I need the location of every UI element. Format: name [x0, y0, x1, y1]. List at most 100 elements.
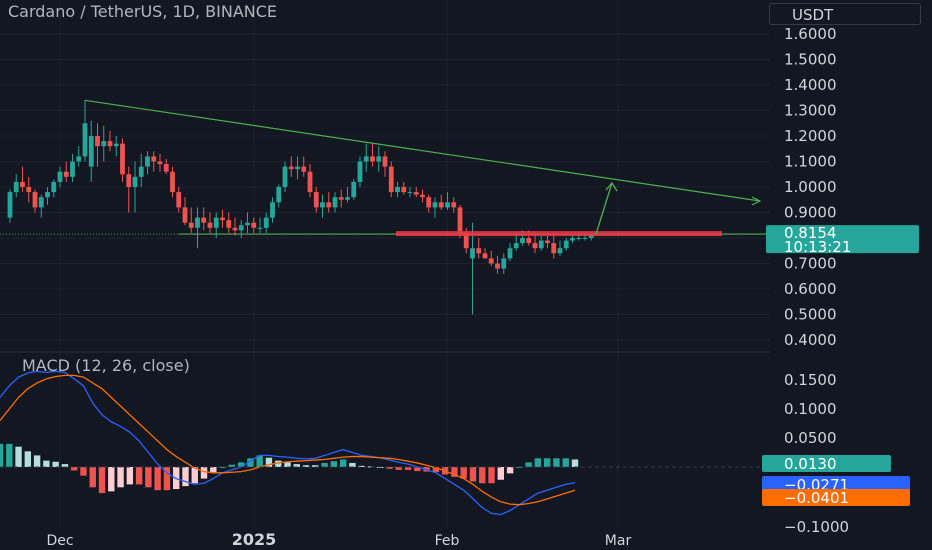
candle-body-dec-19	[188, 222, 194, 228]
trendline	[84, 99, 762, 206]
time-axis-label: Feb	[435, 533, 460, 549]
macd-histogram-bar	[460, 467, 467, 479]
candle-body-feb-15	[551, 243, 557, 254]
macd-histogram-bar	[52, 461, 59, 467]
candle-body-dec-6	[107, 141, 113, 147]
candle-body-jan-22	[401, 187, 407, 193]
macd-histogram-bar	[302, 465, 310, 467]
candle-body-feb-2	[470, 248, 475, 259]
candle-body-dec-22	[207, 222, 213, 228]
macd-histogram-bar	[6, 443, 13, 467]
candle-body-jan-13	[345, 197, 350, 200]
candle-body-feb-4	[482, 253, 488, 259]
macd-histogram-bar	[210, 467, 217, 473]
time-axis[interactable]: Dec 2025 Feb Mar	[46, 530, 631, 549]
candle-body-dec-21	[201, 217, 207, 223]
candle-body-dec-9	[126, 174, 132, 187]
candle-body-jan-6	[301, 166, 307, 172]
candle-body-dec-3	[88, 136, 94, 167]
macd-value-badge	[762, 476, 910, 493]
candle-body-feb-19	[576, 238, 582, 239]
candle-body-jan-7	[307, 171, 313, 193]
candle-body-feb-11	[526, 238, 532, 244]
candle-body-jan-30	[451, 202, 457, 208]
macd-histogram-bar	[358, 465, 365, 467]
macd-histogram-bar	[479, 467, 486, 484]
candle-body-feb-17	[563, 240, 569, 249]
histogram-value-label: 0.0130	[784, 455, 837, 473]
candle-body-jan-19	[382, 156, 388, 167]
candle-body-jan-28	[438, 202, 444, 208]
candle-body-nov-29	[63, 171, 69, 177]
candle-body-dec-14	[157, 161, 163, 165]
macd-histogram-bar	[506, 467, 514, 474]
macd-histogram-bar	[80, 467, 87, 476]
macd-histogram-bar	[367, 466, 375, 468]
price-tick-label: 1.6000	[784, 25, 837, 43]
candle-body-dec-24	[220, 217, 225, 221]
signal-line	[0, 374, 576, 506]
time-axis-label: 2025	[232, 530, 277, 549]
candle-body-dec-23	[213, 217, 219, 228]
candle-body-dec-15	[163, 164, 169, 172]
macd-lines	[0, 370, 576, 516]
currency-selector[interactable]: USDT	[769, 3, 921, 25]
macd-histogram-bar	[543, 458, 551, 467]
candle-body-dec-26	[232, 227, 238, 231]
candle-body-nov-21	[13, 181, 19, 193]
candle-body-feb-10	[520, 238, 525, 244]
candle-body-jan-25	[420, 194, 425, 198]
macd-axis[interactable]: 0.15000.10000.0500−0.10000.0130−0.0271−0…	[0, 371, 910, 536]
candle-body-dec-2	[82, 123, 88, 157]
candle-body-jan-16	[363, 156, 369, 162]
price-axis[interactable]: 1.6000 1.5000 1.4000 1.3000 1.2000 1.1000 1.00…	[766, 25, 919, 349]
candle-body-dec-4	[95, 136, 100, 147]
candle-body-dec-18	[182, 207, 188, 223]
candle-body-feb-3	[476, 248, 482, 254]
candle-body-jan-4	[288, 166, 294, 170]
bar-countdown-label: 10:13:21	[784, 238, 851, 256]
candle-body-dec-29	[251, 222, 257, 228]
macd-histogram-bar	[330, 461, 338, 467]
macd-histogram-bar	[247, 458, 254, 467]
candle-body-jan-24	[413, 192, 419, 195]
candle-body-nov-22	[20, 181, 25, 187]
macd-histogram-bar	[488, 467, 495, 484]
candle-body-jan-18	[376, 156, 382, 162]
macd-histogram-bar	[70, 467, 78, 471]
candle-body-feb-16	[557, 248, 563, 254]
candle-body-jan-5	[295, 166, 300, 170]
trendline-arrowhead	[751, 196, 762, 206]
candle-body-dec-25	[226, 220, 232, 228]
grid-lines	[0, 0, 770, 528]
candle-body-feb-9	[513, 243, 519, 249]
signal-value-badge	[762, 489, 910, 506]
candle-body-feb-12	[532, 243, 538, 249]
macd-tick-label: 0.1000	[784, 400, 837, 418]
macd-histogram-bar	[284, 462, 291, 467]
candle-body-dec-28	[245, 222, 250, 226]
candlestick-series	[7, 100, 594, 315]
candle-body-jan-3	[282, 166, 288, 187]
candle-body-feb-1	[463, 232, 469, 249]
candle-body-nov-28	[57, 171, 63, 182]
projection-arrow	[595, 181, 618, 235]
macd-tick-label: 0.0500	[784, 429, 837, 447]
resistance-zone	[396, 231, 722, 237]
candle-body-feb-13	[538, 240, 544, 249]
macd-histogram-bar	[0, 443, 4, 467]
macd-histogram-bar	[191, 467, 198, 484]
macd-histogram-bar	[61, 464, 69, 467]
macd-histogram-bar	[395, 467, 402, 470]
macd-title[interactable]: MACD (12, 26, close)	[22, 356, 190, 375]
current-price-label: 0.8154	[784, 224, 837, 242]
macd-histogram-bar	[43, 460, 50, 467]
macd-histogram-bar	[386, 467, 393, 469]
price-tick-label: 0.6000	[784, 280, 837, 298]
candle-body-dec-7	[113, 143, 119, 147]
symbol-title[interactable]: Cardano / TetherUS, 1D, BINANCE	[8, 2, 278, 21]
macd-histogram-bar	[145, 467, 152, 488]
macd-histogram-bar	[117, 467, 124, 488]
candle-body-feb-18	[570, 238, 575, 241]
